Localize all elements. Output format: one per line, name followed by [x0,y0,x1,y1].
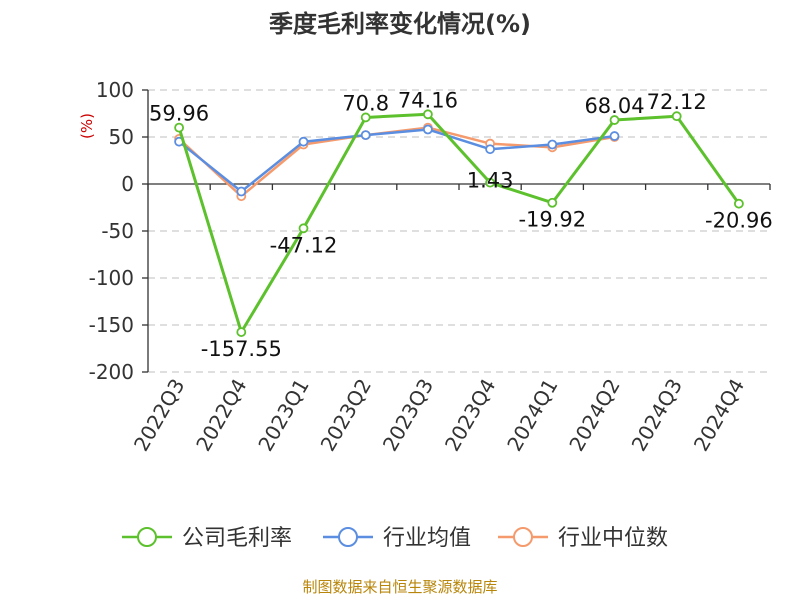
data-label: 72.12 [647,90,707,114]
data-point[interactable] [174,122,185,133]
legend-swatch-marker [513,527,533,547]
y-tick-label: -150 [89,313,134,337]
data-point[interactable] [360,130,371,141]
data-label: -157.55 [201,337,282,361]
data-point[interactable] [609,131,620,141]
legend-item[interactable]: 公司毛利率 [122,526,292,551]
x-tick-label: 2024Q1 [502,375,562,456]
data-label: 1.43 [467,169,514,193]
data-point[interactable] [485,144,496,155]
x-tick-label: 2023Q1 [253,375,313,456]
data-point[interactable] [236,327,247,337]
data-point[interactable] [547,197,558,208]
x-tick-label: 2023Q4 [440,374,500,455]
data-label: 70.8 [342,91,389,115]
legend-label: 行业中位数 [558,526,668,551]
data-point[interactable] [298,223,309,234]
series-line [177,112,741,334]
x-tick-label: 2023Q2 [316,375,376,456]
legend[interactable]: 公司毛利率 行业均值 行业中位数 [122,526,668,551]
y-tick-label: -100 [89,266,134,290]
data-label: -47.12 [270,233,338,257]
y-tick-label: -200 [89,360,134,384]
data-point[interactable] [236,186,247,197]
legend-item[interactable]: 行业中位数 [498,526,668,551]
legend-label: 行业均值 [383,526,471,551]
data-labels: 59.96 -157.55 -47.12 70.8 74.16 1.43-19.92 68.… [149,88,773,361]
source-note: 制图数据来自恒生聚源数据库 [302,578,497,596]
data-point[interactable] [422,109,433,120]
y-tick-label: 50 [109,125,134,149]
series-lines [174,109,744,337]
y-axis-unit-label: (%) [78,113,96,139]
grid-lines [148,89,770,373]
data-label: -20.96 [705,209,773,233]
data-point[interactable] [422,124,433,135]
x-tick-label: 2023Q3 [378,375,438,456]
data-point[interactable] [609,115,620,125]
y-tick-label: 100 [96,78,134,102]
chart-title: 季度毛利率变化情况(%) [269,10,531,38]
legend-label: 公司毛利率 [182,526,292,551]
x-tick-labels: 2022Q3 2022Q4 2023Q1 2023Q2 2023Q3 2023Q4 2024… [129,374,749,455]
data-point[interactable] [547,139,558,150]
x-tick-label: 2024Q3 [627,375,687,456]
x-tick-label: 2024Q2 [564,375,624,456]
legend-swatch-marker [338,527,358,547]
legend-swatch-marker [137,527,157,547]
data-point[interactable] [734,198,744,209]
y-tick-label: 0 [121,172,134,196]
data-label: 68.04 [584,94,644,118]
legend-item[interactable]: 行业均值 [323,526,471,551]
data-point[interactable] [671,111,682,122]
data-label: 74.16 [398,88,458,112]
x-tick-label: 2024Q4 [689,375,749,456]
y-tick-label: -50 [101,219,134,243]
x-tick-label: 2022Q4 [191,375,251,456]
x-tick-label: 2022Q3 [129,375,189,456]
data-label: 59.96 [149,102,209,126]
data-point[interactable] [298,136,309,147]
y-tick-labels: 100 50 0 -50 -100 -150 -200 [89,78,134,384]
data-label: -19.92 [518,208,586,232]
series-line [178,128,615,193]
data-point[interactable] [485,177,496,188]
data-point[interactable] [360,112,371,123]
